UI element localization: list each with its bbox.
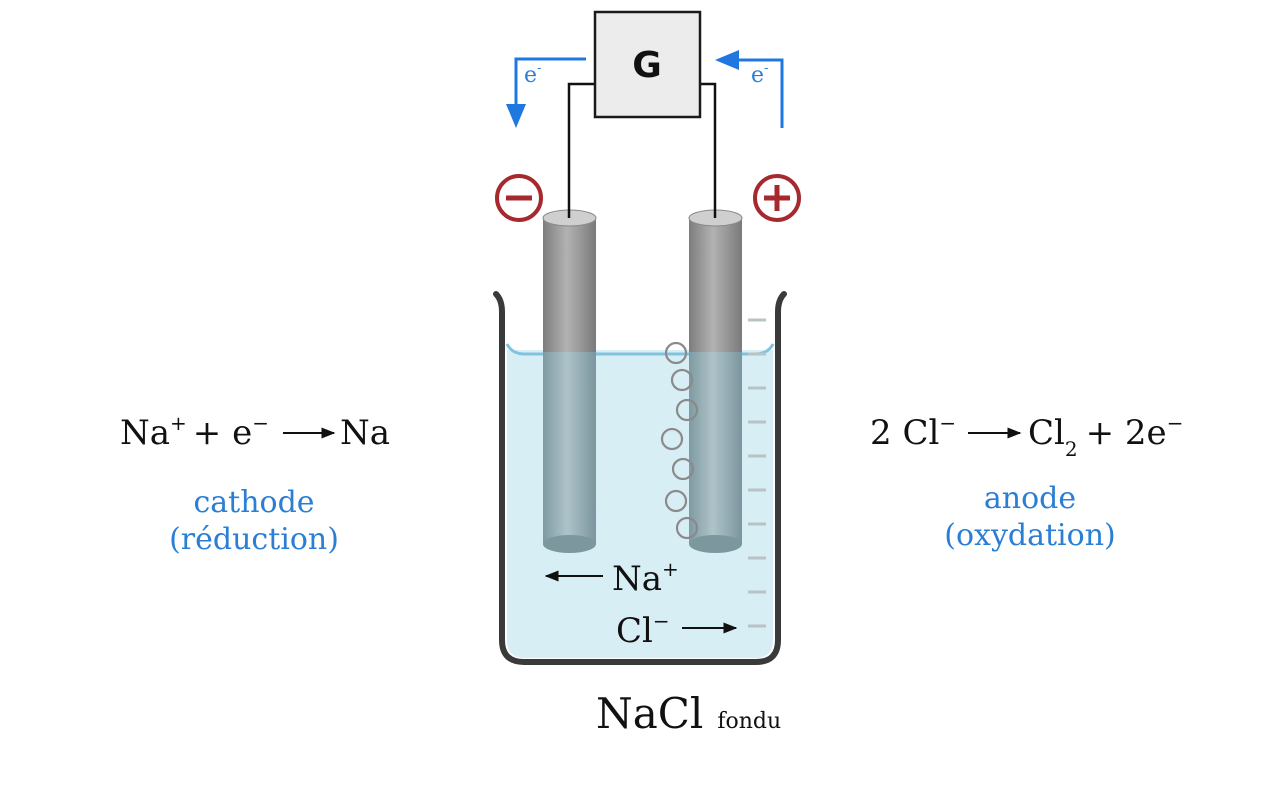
wire-anode xyxy=(700,82,717,218)
anode-label: anode xyxy=(984,481,1076,516)
anode-process: (oxydation) xyxy=(944,518,1115,553)
chlorine-bubbles xyxy=(660,341,699,540)
anion-label: Cl− xyxy=(616,609,670,651)
cation-label: Na+ xyxy=(612,557,679,599)
svg-text:Na++ e−: Na+ + e− xyxy=(120,411,269,453)
generator-label: G xyxy=(632,45,662,86)
electron-label-left: e- xyxy=(524,61,541,88)
beaker xyxy=(493,291,787,665)
solution-surface xyxy=(505,343,775,356)
electron-arrow-right xyxy=(715,50,784,128)
svg-text:Na: Na xyxy=(340,413,390,453)
generator-box xyxy=(593,10,702,119)
electrolyte-label: NaCl fondu xyxy=(596,689,781,738)
cathode-equation: Na+ + e− Na xyxy=(120,411,390,453)
svg-text:2 Cl−: 2 Cl− xyxy=(870,411,956,453)
positive-sign-icon xyxy=(753,174,801,222)
beaker-graduations xyxy=(748,318,766,628)
negative-sign-icon xyxy=(495,174,543,222)
anode-electrode xyxy=(688,209,743,553)
cathode-process: (réduction) xyxy=(169,522,339,557)
cathode-label: cathode xyxy=(193,485,314,520)
cathode-electrode xyxy=(542,209,597,553)
electron-arrow-left xyxy=(506,57,586,128)
wire-cathode xyxy=(567,82,595,218)
electron-label-right: e- xyxy=(751,61,768,88)
anode-equation: 2 Cl− Cl2 + 2e− xyxy=(870,411,1183,461)
svg-text:Cl2+ 2e−: Cl2 + 2e− xyxy=(1028,411,1183,461)
